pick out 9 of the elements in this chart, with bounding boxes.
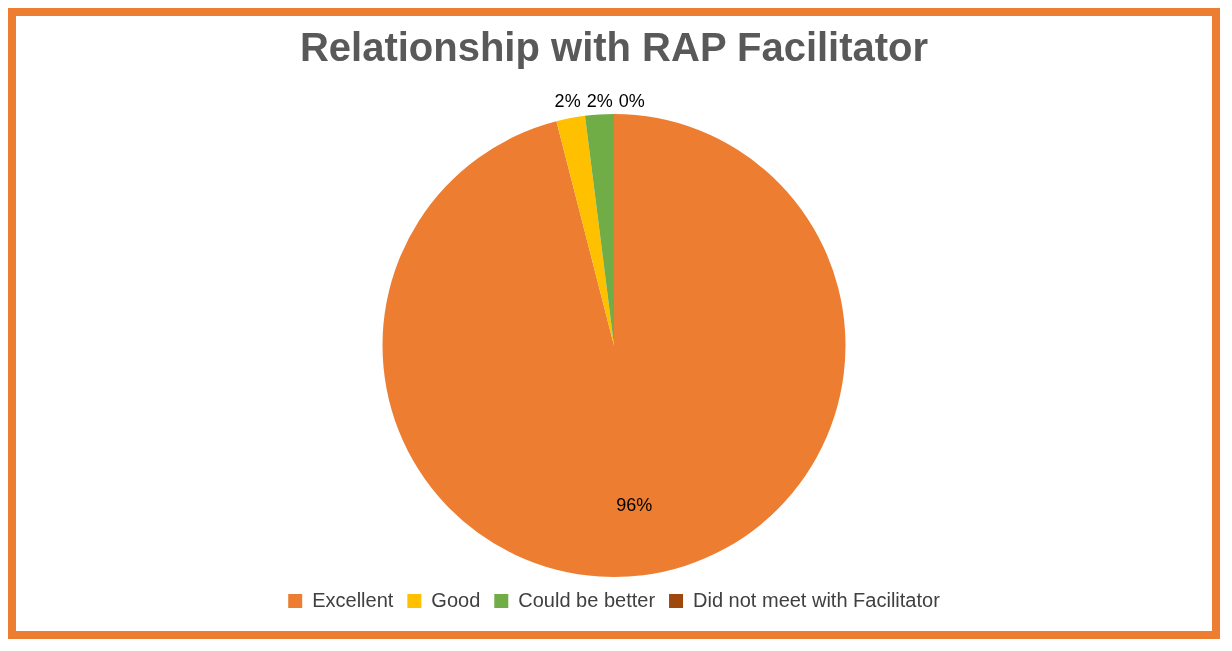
text: 0%: [618, 91, 645, 112]
data-label: 2%: [554, 91, 581, 112]
legend-label: Excellent: [312, 588, 394, 611]
legend-label: Did not meet with Facilitator: [693, 588, 941, 611]
data-label: 2%: [586, 91, 613, 112]
legend-label: Could be better: [518, 588, 656, 611]
legend-label: Good: [431, 588, 481, 611]
chart-title: Relationship with RAP Facilitator: [299, 25, 929, 70]
data-label: 96%: [616, 495, 653, 516]
